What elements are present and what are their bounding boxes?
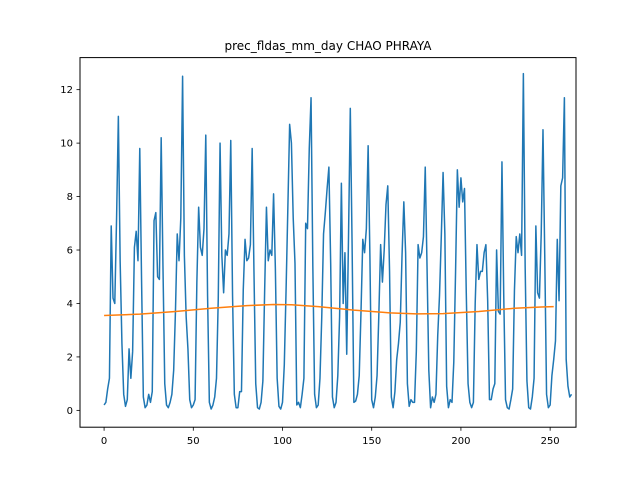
x-tick-label: 250 (541, 436, 560, 447)
x-tick-label: 50 (187, 436, 200, 447)
x-tick-label: 150 (362, 436, 381, 447)
y-tick-label: 4 (67, 299, 73, 310)
y-axis: 0 2 4 6 8 10 12 (60, 85, 80, 417)
plot-area (103, 72, 573, 410)
y-tick-label: 8 (67, 192, 73, 203)
y-tick-label: 12 (60, 85, 73, 96)
y-tick-label: 6 (67, 246, 73, 257)
y-tick-label: 10 (60, 139, 73, 150)
y-tick-label: 2 (67, 352, 73, 363)
chart-title: prec_fldas_mm_day CHAO PHRAYA (225, 39, 433, 53)
x-tick-label: 0 (101, 436, 107, 447)
x-tick-label: 100 (273, 436, 292, 447)
axes-frame (79, 57, 577, 428)
series-line-1 (103, 72, 573, 410)
x-tick-label: 200 (451, 436, 470, 447)
x-axis: 0 50 100 150 200 250 (101, 427, 560, 447)
y-tick-label: 0 (67, 406, 73, 417)
series-line-2 (104, 303, 554, 317)
